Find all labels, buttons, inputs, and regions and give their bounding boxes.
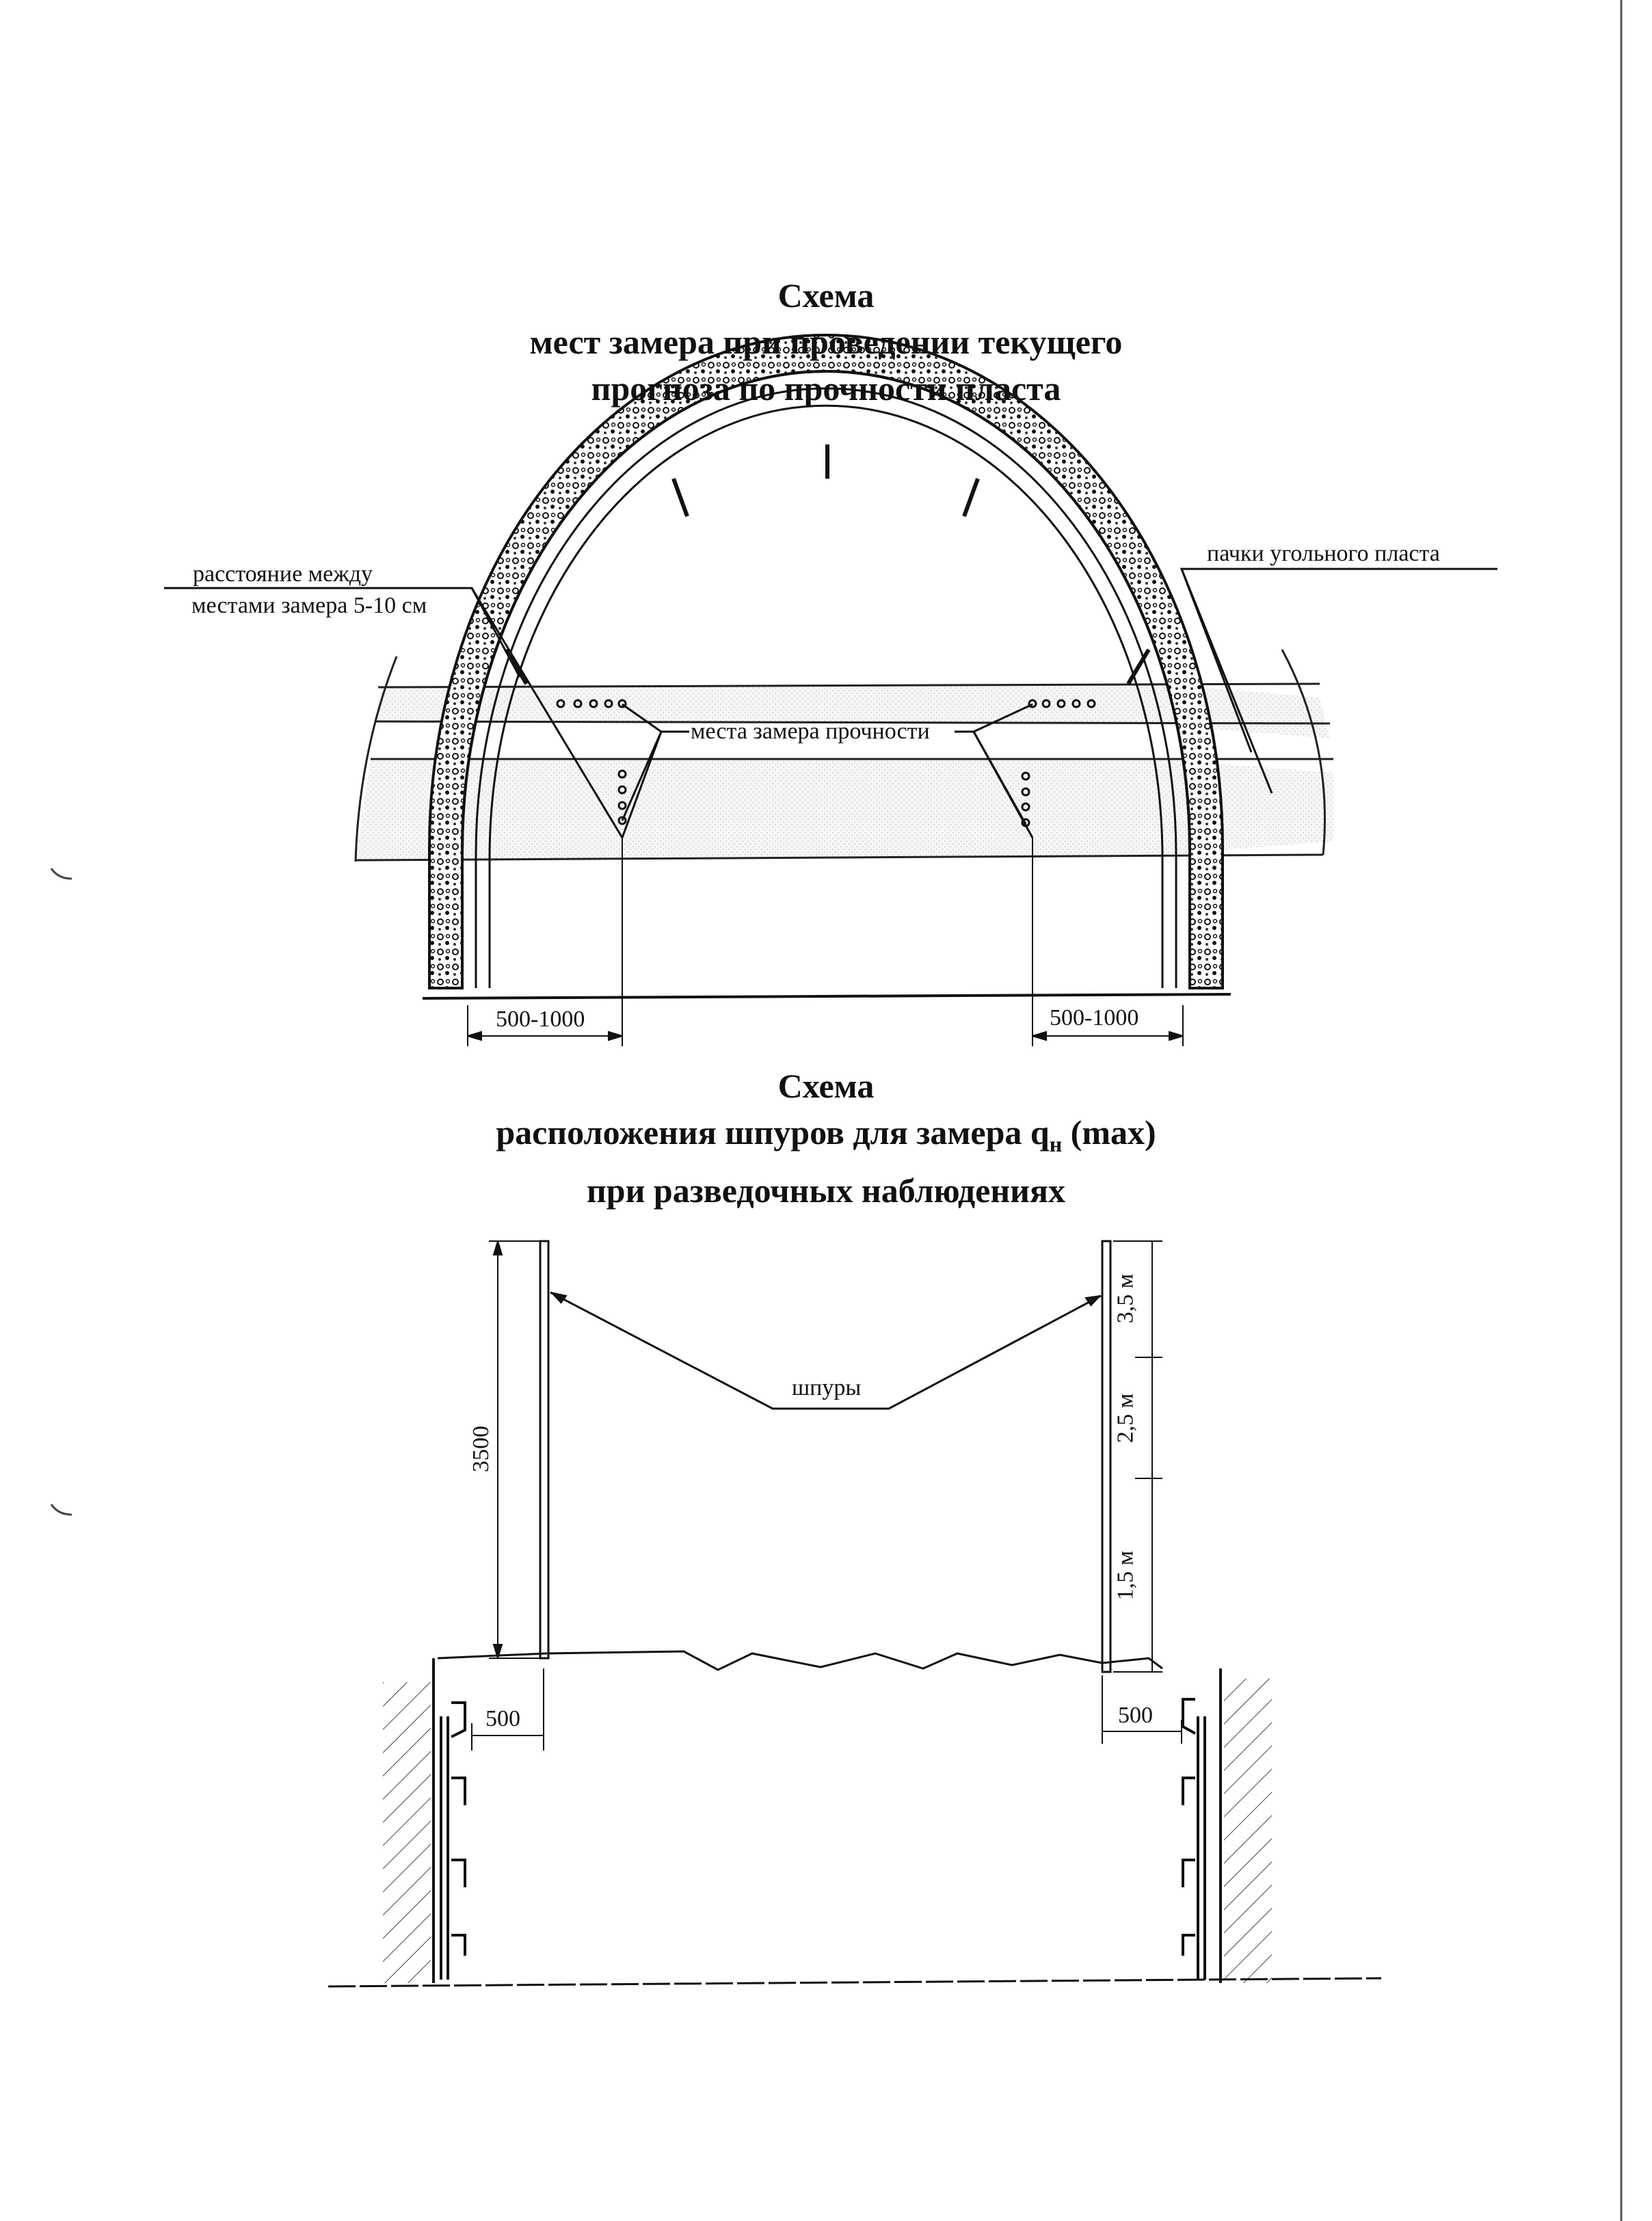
right-offset-dimension: 500-1000: [1050, 1005, 1139, 1030]
floor-line: [422, 993, 1231, 1000]
diagram1-title-line3: прогноза по прочности пласта: [591, 369, 1061, 408]
distance-label-line1: расстояние между: [193, 561, 373, 587]
holes-label: шпуры: [792, 1375, 862, 1400]
coal-seam-bands: [354, 649, 1333, 862]
segment-bottom-dimension: 1,5 м: [1113, 1550, 1138, 1601]
margin-mark: [50, 868, 72, 880]
holes-diagram: [328, 1240, 1382, 1988]
left-offset-dimension: 500-1000: [496, 1007, 585, 1032]
coal-seam-label: пачки угольного пласта: [1207, 541, 1440, 566]
diagram2-title-subscript: н: [1049, 1132, 1063, 1156]
diagram2-title-line1: Схема: [777, 1067, 875, 1105]
dimension-guides: [467, 838, 1184, 1046]
measure-points-label: места замера прочности: [691, 719, 930, 744]
diagram2-title-line3: при разведочных наблюдениях: [586, 1171, 1066, 1210]
diagram1-title-line2: мест замера при проведении текущего: [529, 323, 1123, 361]
diagram2-title-line2: расположения шпуров для замера qн (max): [0, 1109, 1652, 1167]
distance-label-line2: местами замера 5-10 см: [191, 593, 427, 618]
diagram2-title-suffix: (max): [1062, 1113, 1156, 1152]
left-hole-offset: 500: [485, 1706, 520, 1731]
diagram2-title-prefix: расположения шпуров для замера q: [496, 1113, 1050, 1152]
segment-middle-dimension: 2,5 м: [1113, 1393, 1138, 1444]
height-dimension: 3500: [468, 1426, 494, 1472]
segment-top-dimension: 3,5 м: [1113, 1273, 1138, 1324]
diagram1-title: Схема мест замера при проведении текущег…: [0, 272, 1652, 412]
right-hole-offset: 500: [1118, 1703, 1153, 1728]
margin-mark: [50, 1504, 72, 1516]
leader-lines: [164, 568, 1497, 838]
diagram2-title: Схема расположения шпуров для замера qн …: [0, 1063, 1652, 1214]
measure-points: [556, 699, 1096, 827]
diagram1-title-line1: Схема: [777, 276, 875, 315]
arch-lining: [428, 334, 1224, 989]
